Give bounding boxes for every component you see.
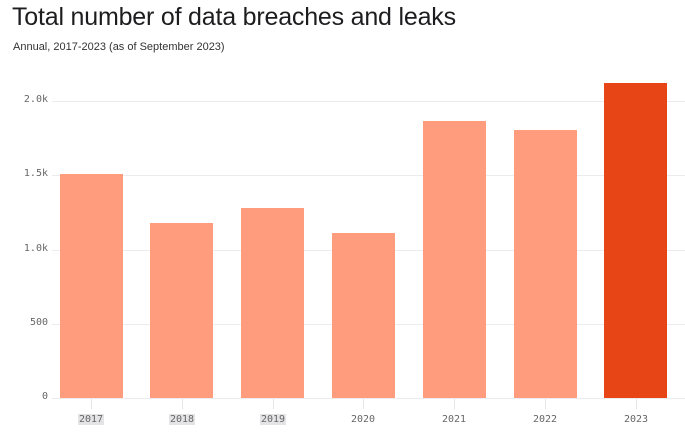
bar-2018[interactable]	[150, 223, 213, 398]
x-tick-mark	[91, 399, 92, 409]
y-tick-label: 500	[29, 317, 48, 328]
x-tick-label: 2019	[259, 414, 287, 425]
bar-2019[interactable]	[241, 208, 304, 398]
x-tick-label: 2021	[441, 414, 467, 425]
y-tick-label: 1.0k	[23, 243, 48, 254]
chart-subtitle: Annual, 2017-2023 (as of September 2023)	[13, 41, 225, 53]
y-tick-label: 2.0k	[23, 94, 48, 105]
bar-2022[interactable]	[514, 130, 577, 398]
chart-title: Total number of data breaches and leaks	[12, 3, 456, 31]
gridline	[52, 175, 685, 176]
y-tick-label: 0	[41, 391, 48, 402]
y-tick-label: 1.5k	[23, 168, 48, 179]
x-tick-label: 2017	[77, 414, 105, 425]
bar-2023[interactable]	[604, 83, 667, 398]
x-tick-mark	[454, 399, 455, 409]
x-tick-label: 2023	[623, 414, 649, 425]
gridline	[52, 101, 685, 102]
bar-2021[interactable]	[423, 121, 486, 398]
x-tick-mark	[636, 399, 637, 409]
x-tick-label: 2020	[350, 414, 376, 425]
gridline	[52, 398, 685, 399]
x-tick-mark	[545, 399, 546, 409]
x-tick-mark	[363, 399, 364, 409]
bar-2017[interactable]	[60, 174, 123, 398]
x-tick-label: 2018	[168, 414, 196, 425]
bar-2020[interactable]	[332, 233, 395, 398]
x-tick-label: 2022	[532, 414, 558, 425]
x-tick-mark	[273, 399, 274, 409]
x-tick-mark	[182, 399, 183, 409]
